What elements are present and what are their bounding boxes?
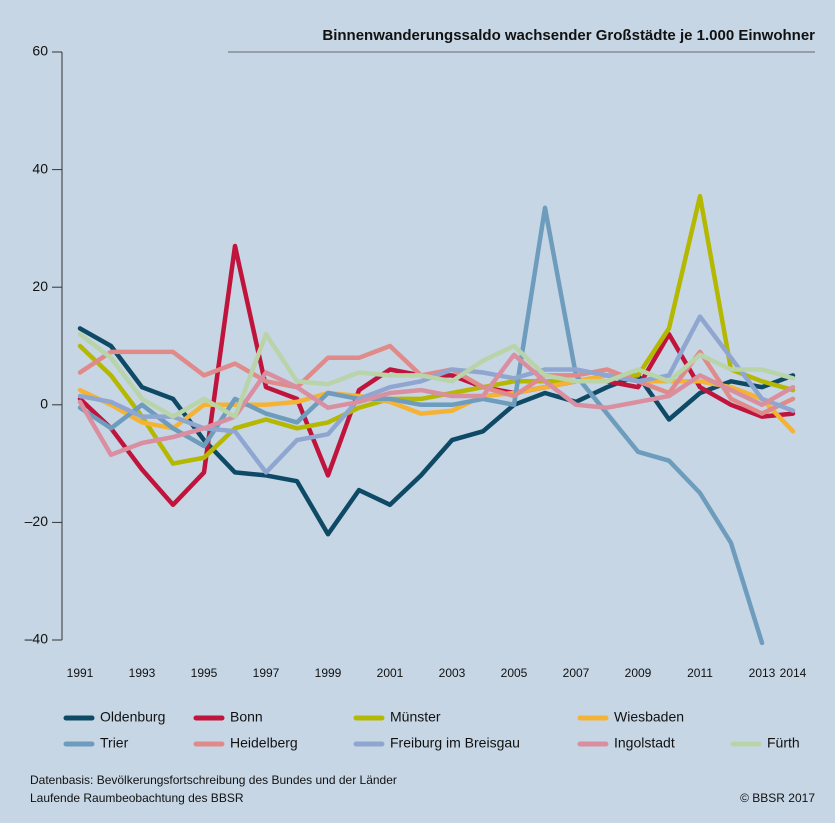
- legend-label: Bonn: [230, 709, 263, 725]
- legend-label: Ingolstadt: [614, 735, 675, 751]
- legend-label: Trier: [100, 735, 129, 751]
- legend-label: Heidelberg: [230, 735, 298, 751]
- series-line: [77, 314, 796, 475]
- x-tick-label: 2009: [625, 666, 652, 680]
- x-tick-label: 2001: [377, 666, 404, 680]
- x-tick-label: 2003: [439, 666, 466, 680]
- source-line: Datenbasis: Bevölkerungsfortschreibung d…: [30, 773, 397, 787]
- series-line: [77, 193, 796, 466]
- x-tick-label: 1999: [315, 666, 342, 680]
- y-tick-label: 60: [32, 43, 48, 59]
- legend-label: Freiburg im Breisgau: [390, 735, 520, 751]
- series-line: [77, 373, 796, 434]
- x-tick-label: 1991: [67, 666, 94, 680]
- series-line: [77, 343, 796, 416]
- x-tick-label: 1993: [129, 666, 156, 680]
- series-line: [77, 352, 796, 458]
- x-tick-label: 2013: [749, 666, 776, 680]
- legend-label: Fürth: [767, 735, 800, 751]
- x-tick-label: 2005: [501, 666, 528, 680]
- y-tick-label: 40: [32, 160, 48, 176]
- x-tick-label: 1995: [191, 666, 218, 680]
- series-line: [77, 331, 796, 419]
- copyright: © BBSR 2017: [740, 791, 815, 805]
- legend-label: Wiesbaden: [614, 709, 684, 725]
- series-line: [77, 205, 765, 646]
- legend-label: Oldenburg: [100, 709, 165, 725]
- y-tick-label: 20: [32, 278, 48, 294]
- y-tick-label: –40: [25, 631, 49, 647]
- legend-label: Münster: [390, 709, 441, 725]
- chart-title: Binnenwanderungssaldo wachsender Großstä…: [322, 27, 815, 44]
- y-tick-label: –20: [25, 513, 49, 529]
- y-tick-label: 0: [40, 396, 48, 412]
- series-line: [77, 326, 796, 537]
- x-tick-label: 2011: [687, 666, 713, 680]
- x-tick-label: 2014: [780, 666, 807, 680]
- source-line: Laufende Raumbeobachtung des BBSR: [30, 791, 244, 805]
- x-tick-label: 2007: [563, 666, 590, 680]
- x-tick-label: 1997: [253, 666, 280, 680]
